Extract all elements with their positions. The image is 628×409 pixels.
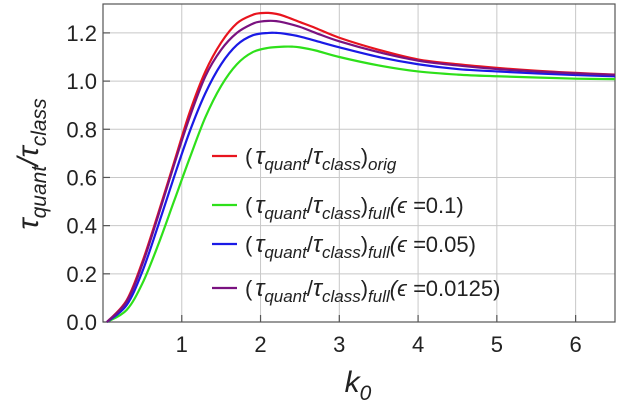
series-line-1 — [106, 45, 616, 323]
legend-entry-eps-0.0125: (τquant/τclass)full(ϵ =0.0125) — [212, 275, 500, 306]
legend-entry-eps-0.1: (τquant/τclass)full(ϵ =0.1) — [212, 192, 464, 223]
x-axis-title: k0 — [345, 366, 372, 405]
y-axis-title: τquant/τclass — [12, 98, 51, 230]
y-tick-label: 1.2 — [66, 21, 97, 46]
y-tick-label: 1.0 — [66, 69, 97, 94]
x-tick-label: 2 — [254, 332, 266, 357]
x-tick-label: 6 — [569, 332, 581, 357]
y-tick-label: 0.8 — [66, 117, 97, 142]
y-axis: 0.0 0.2 0.4 0.6 0.8 1.0 1.2 — [66, 21, 110, 335]
x-tick-label: 3 — [333, 332, 345, 357]
plot-frame — [102, 3, 616, 323]
y-tick-label: 0.2 — [66, 262, 97, 287]
y-tick-label: 0.6 — [66, 165, 97, 190]
legend-label: (τquant/τclass)full(ϵ =0.1) — [245, 192, 464, 223]
series-line-2 — [106, 31, 616, 323]
legend: (τquant/τclass)orig (τquant/τclass)full(… — [212, 143, 500, 306]
x-axis: 1 2 3 4 5 6 — [176, 315, 582, 357]
legend-label: (τquant/τclass)orig — [245, 143, 397, 174]
legend-label: (τquant/τclass)full(ϵ =0.05) — [245, 231, 476, 262]
legend-entry-orig: (τquant/τclass)orig — [212, 143, 397, 174]
series-lines — [106, 11, 616, 323]
y-tick-label: 0.0 — [66, 310, 97, 335]
y-tick-label: 0.4 — [66, 214, 97, 239]
x-tick-label: 5 — [491, 332, 503, 357]
legend-label: (τquant/τclass)full(ϵ =0.0125) — [245, 275, 500, 306]
x-tick-label: 4 — [412, 332, 424, 357]
x-tick-label: 1 — [176, 332, 188, 357]
legend-entry-eps-0.05: (τquant/τclass)full(ϵ =0.05) — [212, 231, 476, 262]
series-line-3 — [106, 19, 616, 323]
